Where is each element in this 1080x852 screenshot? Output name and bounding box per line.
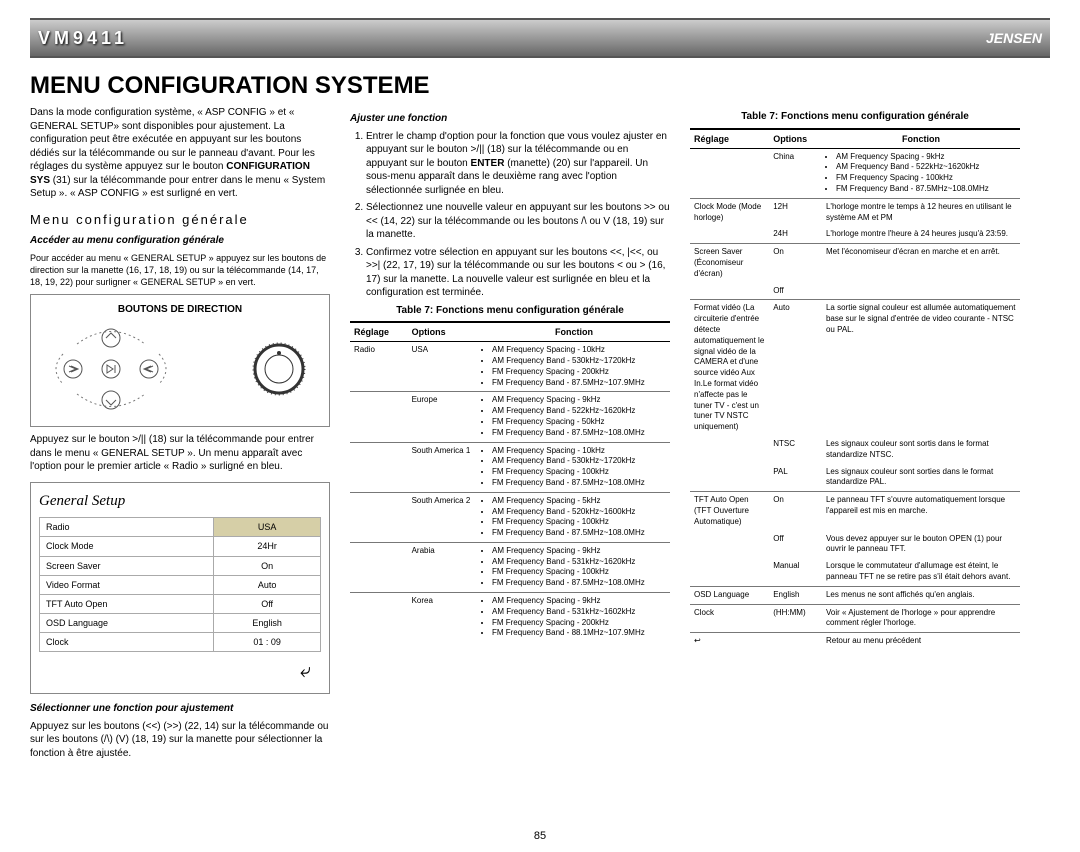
ajuster-step-2: Sélectionnez une nouvelle valeur en appu… [366,201,670,242]
page-title: MENU CONFIGURATION SYSTEME [30,72,1050,100]
access-title: Accéder au menu configuration générale [30,234,330,248]
header-bar: VM9411 JENSEN [30,18,1050,58]
setup-title: General Setup [39,491,321,511]
access-body: Pour accéder au menu « GENERAL SETUP » a… [30,252,330,288]
dpad-icon [51,324,171,414]
table7-caption-left: Table 7: Fonctions menu configuration gé… [350,304,670,318]
intro-paragraph: Dans la mode configuration système, « AS… [30,106,330,201]
model-label: VM9411 [38,28,128,49]
table7-caption-right: Table 7: Fonctions menu configuration gé… [690,110,1020,124]
table7-right: Réglage Options Fonction ChinaAM Frequen… [690,128,1020,650]
column-3: Table 7: Fonctions menu configuration gé… [690,106,1020,764]
setup-table: RadioUSAClock Mode24HrScreen SaverOnVide… [39,517,321,652]
select-title: Sélectionner une fonction pour ajustemen… [30,702,330,716]
column-1: Dans la mode configuration système, « AS… [30,106,330,764]
diagram-title: BOUTONS DE DIRECTION [37,303,323,317]
section-subtitle: Menu configuration générale [30,211,330,229]
column-2: Ajuster une fonction Entrer le champ d'o… [350,106,670,764]
ajuster-step-3: Confirmez votre sélection en appuyant su… [366,246,670,300]
rotary-icon [249,339,309,399]
table7-left: Réglage Options Fonction RadioUSAAM Freq… [350,321,670,642]
after-diagram-text: Appuyez sur le bouton >/|| (18) sur la t… [30,433,330,474]
general-setup-box: General Setup RadioUSAClock Mode24HrScre… [30,482,330,694]
ajuster-title: Ajuster une fonction [350,112,670,126]
return-icon: ⤶ [39,652,321,685]
ajuster-step-1: Entrer le champ d'option pour la fonctio… [366,130,670,198]
page-number: 85 [0,830,1080,842]
select-body: Appuyez sur les boutons (<<) (>>) (22, 1… [30,720,330,761]
direction-diagram: BOUTONS DE DIRECTION [30,294,330,428]
brand-label: JENSEN [986,30,1042,46]
